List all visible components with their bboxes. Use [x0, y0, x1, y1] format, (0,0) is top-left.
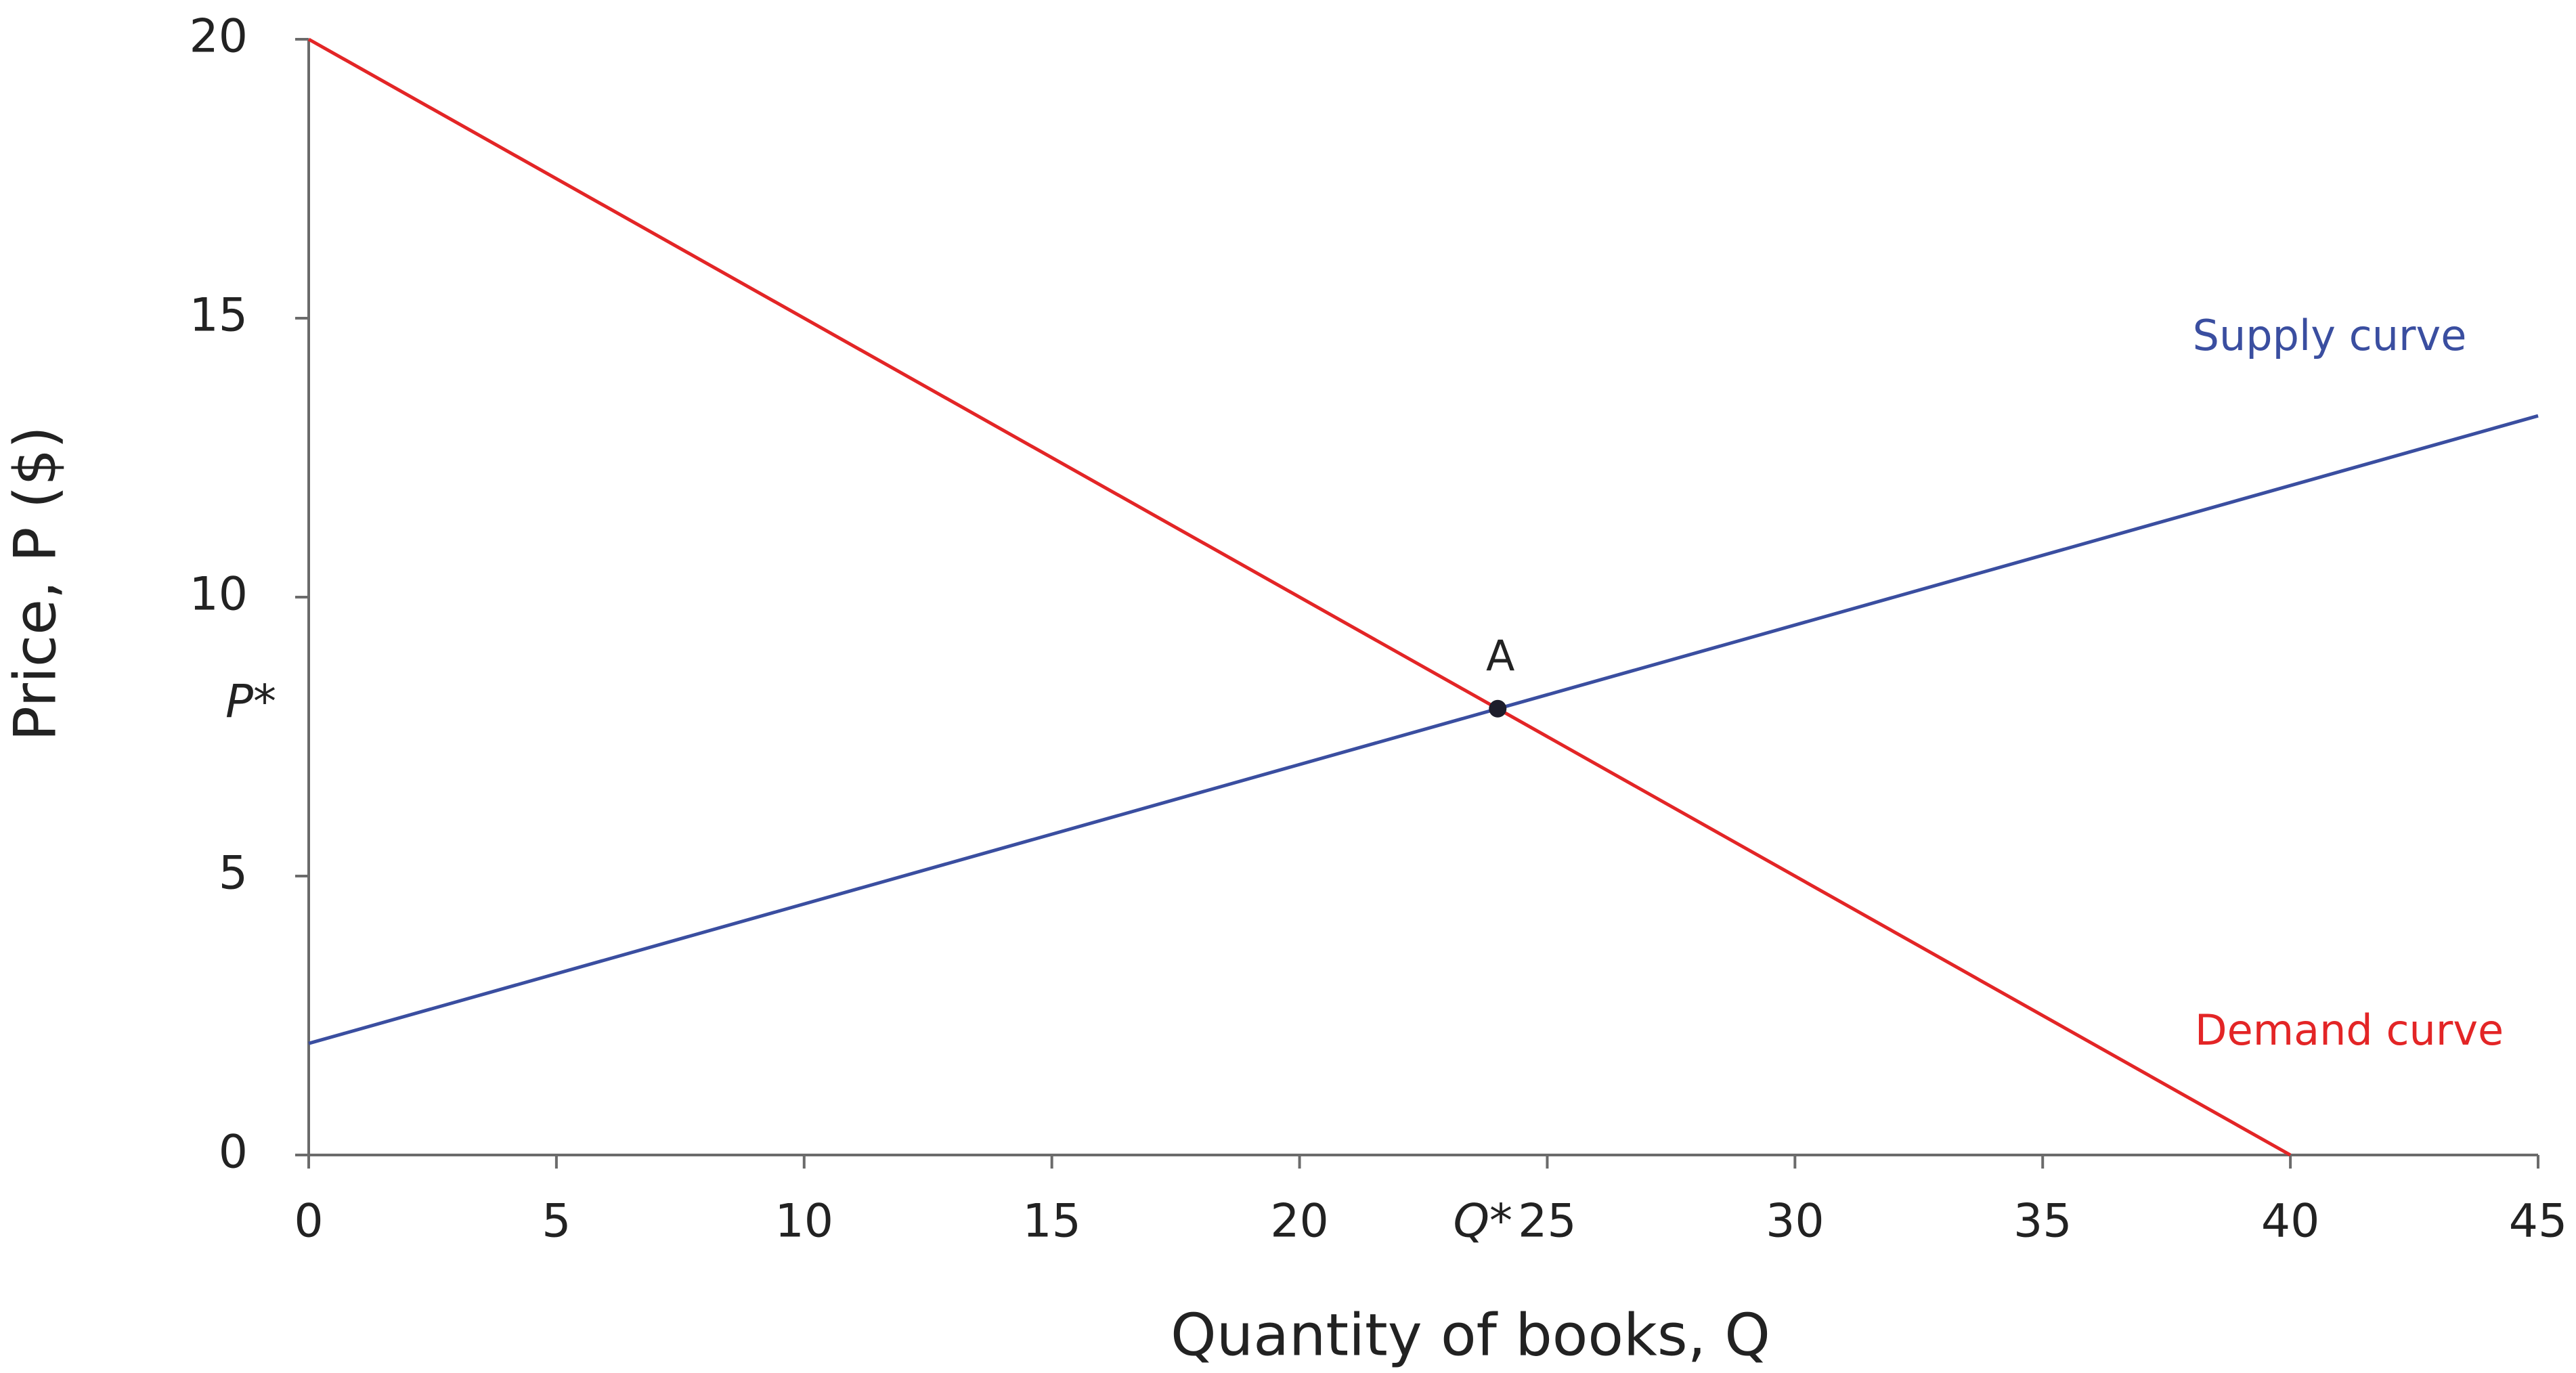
x-tick-label: 15	[1022, 1195, 1081, 1248]
y-tick-label: 0	[219, 1126, 248, 1179]
y-tick-label: 10	[189, 568, 248, 622]
x-tick-label: 30	[1766, 1195, 1825, 1248]
x-tick-label: 20	[1270, 1195, 1329, 1248]
y-tick-label: 5	[219, 847, 248, 900]
x-tick-label: 25	[1518, 1195, 1577, 1248]
x-axis-title: Quantity of books, Q	[1171, 1301, 1770, 1369]
x-tick-label: 40	[2261, 1195, 2320, 1248]
series-line	[308, 414, 2539, 1045]
x-tick-label: 10	[775, 1195, 834, 1248]
y-tick-label: 15	[189, 289, 248, 343]
x-tick-label: 0	[294, 1195, 323, 1248]
series-label: Supply curve	[2193, 311, 2467, 360]
y-tick-label: 20	[189, 10, 248, 64]
equilibrium-y-label: P*	[225, 675, 276, 728]
series-line	[307, 37, 2292, 1157]
x-tick-label: 5	[542, 1195, 571, 1248]
x-tick-label: 35	[2013, 1195, 2072, 1248]
equilibrium-x-label: Q*	[1454, 1195, 1513, 1248]
series-label: Demand curve	[2195, 1005, 2504, 1055]
y-axis-title: Price, P ($)	[1, 426, 69, 741]
point-label: A	[1486, 631, 1514, 680]
equilibrium-point	[1489, 699, 1507, 718]
x-tick-label: 45	[2509, 1195, 2568, 1248]
